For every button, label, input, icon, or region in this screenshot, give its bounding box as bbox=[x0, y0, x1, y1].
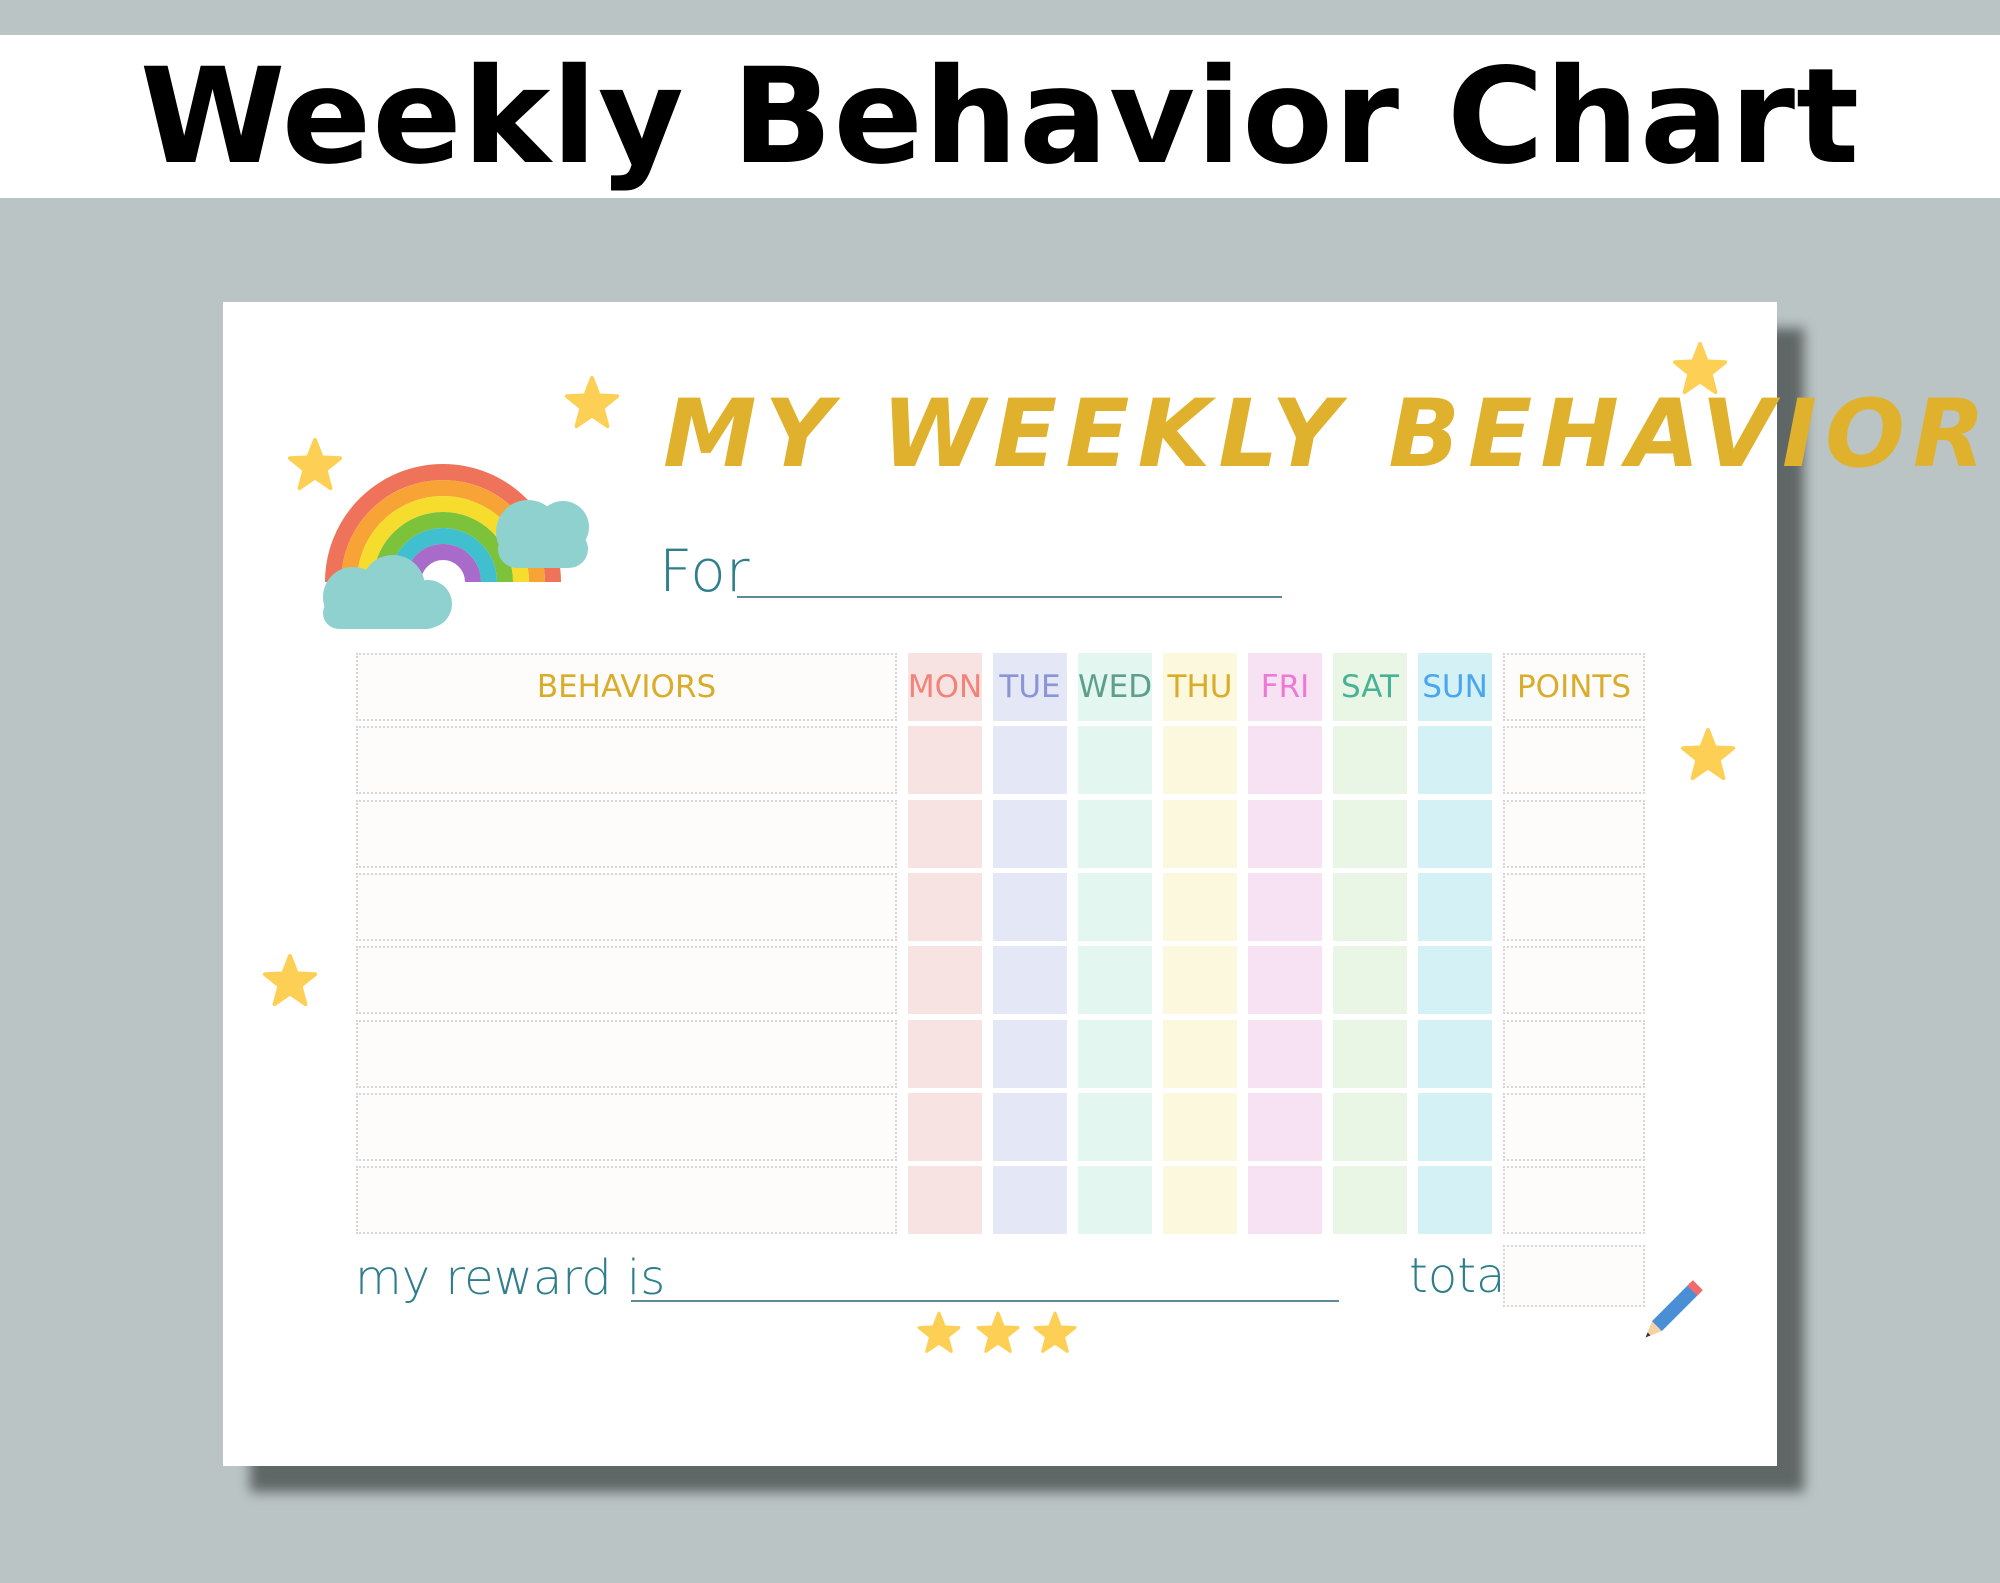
reward-field-line[interactable] bbox=[631, 1300, 1339, 1302]
day-cell-sun[interactable] bbox=[1418, 1092, 1492, 1161]
points-cell[interactable] bbox=[1503, 872, 1645, 941]
day-cell-tue[interactable] bbox=[993, 1166, 1067, 1235]
day-cell-sun[interactable] bbox=[1418, 799, 1492, 868]
reward-label: my reward is bbox=[355, 1250, 666, 1306]
day-cell-mon[interactable] bbox=[908, 799, 982, 868]
day-header-mon: MON bbox=[908, 653, 982, 721]
day-header-fri: FRI bbox=[1248, 653, 1322, 721]
day-cell-mon[interactable] bbox=[908, 1019, 982, 1088]
for-label: For bbox=[659, 537, 750, 605]
day-cell-sat[interactable] bbox=[1333, 946, 1407, 1015]
behaviors-header: BEHAVIORS bbox=[356, 653, 897, 721]
cloud-icon bbox=[323, 500, 589, 629]
day-cell-wed[interactable] bbox=[1078, 872, 1152, 941]
day-cell-sun[interactable] bbox=[1418, 872, 1492, 941]
day-cell-thu[interactable] bbox=[1163, 946, 1237, 1015]
day-cell-wed[interactable] bbox=[1078, 1019, 1152, 1088]
day-cell-fri[interactable] bbox=[1248, 1019, 1322, 1088]
day-cell-tue[interactable] bbox=[993, 1019, 1067, 1088]
day-cell-sat[interactable] bbox=[1333, 872, 1407, 941]
day-cell-tue[interactable] bbox=[993, 872, 1067, 941]
day-cell-tue[interactable] bbox=[993, 1092, 1067, 1161]
star-icon bbox=[262, 953, 318, 1007]
sheet-title: MY WEEKLY BEHAVIOR bbox=[663, 380, 1994, 489]
day-cell-fri[interactable] bbox=[1248, 1166, 1322, 1235]
behavior-cell[interactable] bbox=[356, 946, 897, 1015]
day-cell-sat[interactable] bbox=[1333, 799, 1407, 868]
star-icon bbox=[976, 1311, 1020, 1353]
day-cell-fri[interactable] bbox=[1248, 872, 1322, 941]
behavior-cell[interactable] bbox=[356, 1166, 897, 1235]
day-cell-tue[interactable] bbox=[993, 726, 1067, 795]
day-cell-sun[interactable] bbox=[1418, 946, 1492, 1015]
banner: Weekly Behavior Chart bbox=[0, 35, 2000, 198]
star-icon bbox=[564, 375, 620, 429]
star-icon bbox=[287, 437, 343, 491]
day-header-tue: TUE bbox=[993, 653, 1067, 721]
points-header: POINTS bbox=[1503, 653, 1645, 721]
day-cell-sun[interactable] bbox=[1418, 726, 1492, 795]
behavior-cell[interactable] bbox=[356, 726, 897, 795]
day-cell-tue[interactable] bbox=[993, 799, 1067, 868]
day-header-thu: THU bbox=[1163, 653, 1237, 721]
behavior-cell[interactable] bbox=[356, 799, 897, 868]
day-cell-sat[interactable] bbox=[1333, 1092, 1407, 1161]
day-cell-thu[interactable] bbox=[1163, 1166, 1237, 1235]
day-cell-wed[interactable] bbox=[1078, 799, 1152, 868]
day-cell-wed[interactable] bbox=[1078, 726, 1152, 795]
day-cell-thu[interactable] bbox=[1163, 726, 1237, 795]
points-cell[interactable] bbox=[1503, 1019, 1645, 1088]
points-cell[interactable] bbox=[1503, 726, 1645, 795]
points-cell[interactable] bbox=[1503, 799, 1645, 868]
day-cell-thu[interactable] bbox=[1163, 1019, 1237, 1088]
star-icon bbox=[1033, 1311, 1077, 1353]
total-field[interactable] bbox=[1503, 1245, 1645, 1307]
rainbow-icon bbox=[323, 464, 589, 629]
day-header-sun: SUN bbox=[1418, 653, 1492, 721]
day-cell-mon[interactable] bbox=[908, 1092, 982, 1161]
day-cell-mon[interactable] bbox=[908, 946, 982, 1015]
day-cell-thu[interactable] bbox=[1163, 872, 1237, 941]
name-field-line[interactable] bbox=[737, 596, 1282, 598]
day-cell-sat[interactable] bbox=[1333, 1019, 1407, 1088]
behavior-cell[interactable] bbox=[356, 1092, 897, 1161]
day-cell-mon[interactable] bbox=[908, 872, 982, 941]
behavior-chart-sheet: MY WEEKLY BEHAVIOR For BEHAVIORS MON TUE WE… bbox=[223, 302, 1985, 1466]
day-cell-fri[interactable] bbox=[1248, 1092, 1322, 1161]
day-cell-fri[interactable] bbox=[1248, 726, 1322, 795]
points-cell[interactable] bbox=[1503, 1092, 1645, 1161]
star-icon bbox=[917, 1311, 961, 1353]
star-icon bbox=[1672, 341, 1728, 395]
day-cell-sat[interactable] bbox=[1333, 1166, 1407, 1235]
points-cell[interactable] bbox=[1503, 1166, 1645, 1235]
day-cell-thu[interactable] bbox=[1163, 1092, 1237, 1161]
day-cell-wed[interactable] bbox=[1078, 1092, 1152, 1161]
day-cell-fri[interactable] bbox=[1248, 799, 1322, 868]
points-cell[interactable] bbox=[1503, 946, 1645, 1015]
day-cell-mon[interactable] bbox=[908, 726, 982, 795]
day-cell-fri[interactable] bbox=[1248, 946, 1322, 1015]
day-header-wed: WED bbox=[1078, 653, 1152, 721]
behavior-cell[interactable] bbox=[356, 872, 897, 941]
day-cell-sat[interactable] bbox=[1333, 726, 1407, 795]
pencil-icon bbox=[1645, 1280, 1703, 1338]
day-cell-sun[interactable] bbox=[1418, 1166, 1492, 1235]
day-cell-mon[interactable] bbox=[908, 1166, 982, 1235]
day-cell-thu[interactable] bbox=[1163, 799, 1237, 868]
banner-title: Weekly Behavior Chart bbox=[139, 39, 1861, 194]
day-cell-wed[interactable] bbox=[1078, 1166, 1152, 1235]
star-icon bbox=[1680, 727, 1736, 781]
behavior-cell[interactable] bbox=[356, 1019, 897, 1088]
day-cell-sun[interactable] bbox=[1418, 1019, 1492, 1088]
day-cell-tue[interactable] bbox=[993, 946, 1067, 1015]
day-header-sat: SAT bbox=[1333, 653, 1407, 721]
day-cell-wed[interactable] bbox=[1078, 946, 1152, 1015]
